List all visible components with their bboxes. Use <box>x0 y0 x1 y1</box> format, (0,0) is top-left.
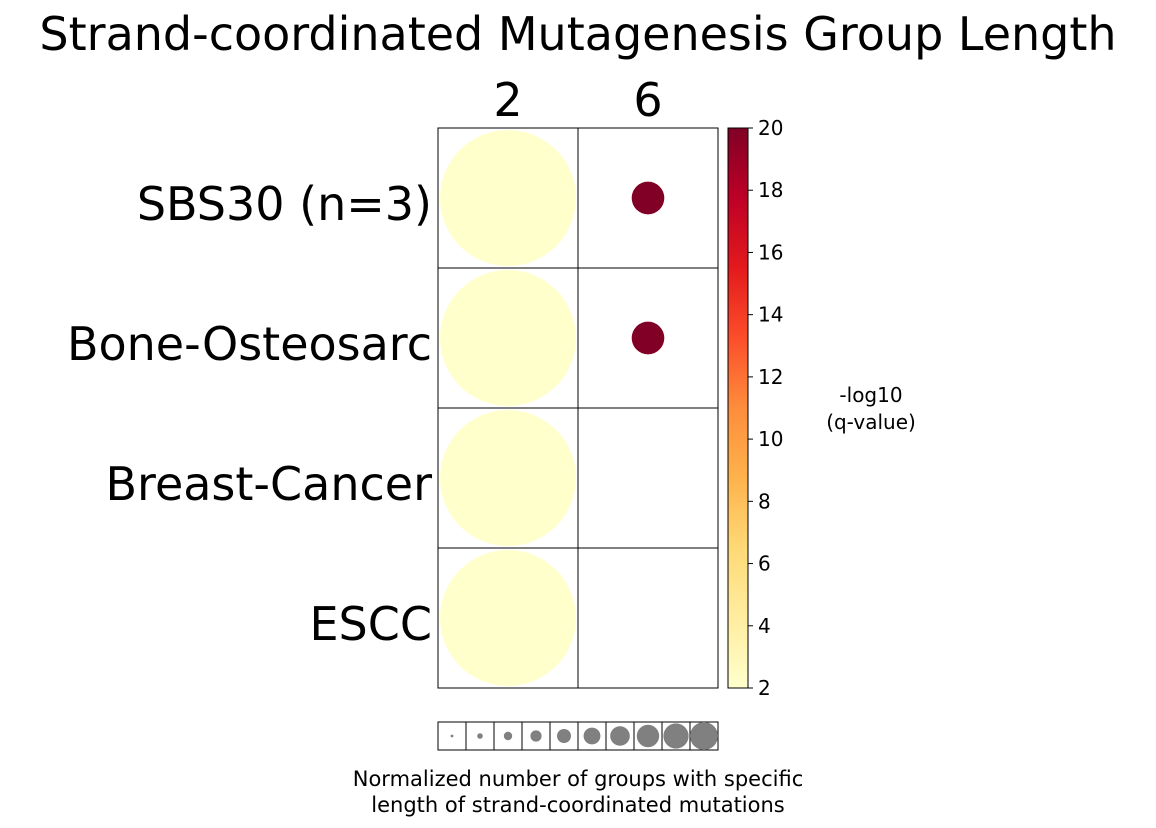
size-legend-circle <box>557 729 571 743</box>
size-legend <box>437 721 719 751</box>
colorbar-label: -log10 <box>839 383 902 407</box>
size-legend-circle <box>663 723 689 749</box>
row-label: Breast-Cancer <box>105 457 432 511</box>
bubble <box>631 321 665 355</box>
colorbar-tick-label: 6 <box>758 552 771 576</box>
colorbar-tick-label: 2 <box>758 676 771 700</box>
size-legend-circle <box>477 733 483 739</box>
column-label-6: 6 <box>633 73 662 127</box>
bubbles <box>440 130 665 686</box>
size-legend-circle <box>636 724 660 748</box>
column-label-2: 2 <box>493 73 522 127</box>
colorbar-ticks: 2 4 6 8 10 12 14 16 18 20 <box>748 116 783 700</box>
colorbar-tick-label: 10 <box>758 427 783 451</box>
size-legend-circle <box>450 734 454 738</box>
size-legend-circle <box>530 730 542 742</box>
bubble <box>440 410 576 546</box>
cell-grid <box>437 127 719 689</box>
bubble <box>440 270 576 406</box>
size-legend-label: Normalized number of groups with specifi… <box>353 767 804 791</box>
colorbar <box>727 127 749 689</box>
bubble <box>440 550 576 686</box>
colorbar-tick-label: 20 <box>758 116 783 140</box>
size-legend-circle <box>503 731 513 741</box>
bubble <box>440 130 576 266</box>
row-label: SBS30 (n=3) <box>137 177 432 231</box>
size-legend-label: length of strand-coordinated mutations <box>371 793 784 817</box>
colorbar-tick-label: 12 <box>758 365 783 389</box>
bubble <box>631 181 665 215</box>
colorbar-tick-label: 8 <box>758 489 771 513</box>
grid-cell <box>577 547 719 689</box>
colorbar-tick-label: 14 <box>758 303 783 327</box>
grid-cell <box>577 407 719 549</box>
row-label: ESCC <box>309 597 432 651</box>
chart-title: Strand-coordinated Mutagenesis Group Len… <box>39 7 1116 61</box>
colorbar-tick-label: 4 <box>758 614 771 638</box>
colorbar-label: (q-value) <box>826 410 916 434</box>
colorbar-tick-label: 18 <box>758 178 783 202</box>
row-label: Bone-Osteosarc <box>67 317 432 371</box>
size-legend-circle <box>610 726 630 746</box>
size-legend-circle <box>690 722 718 750</box>
size-legend-circle <box>583 727 601 745</box>
colorbar-tick-label: 16 <box>758 240 783 264</box>
